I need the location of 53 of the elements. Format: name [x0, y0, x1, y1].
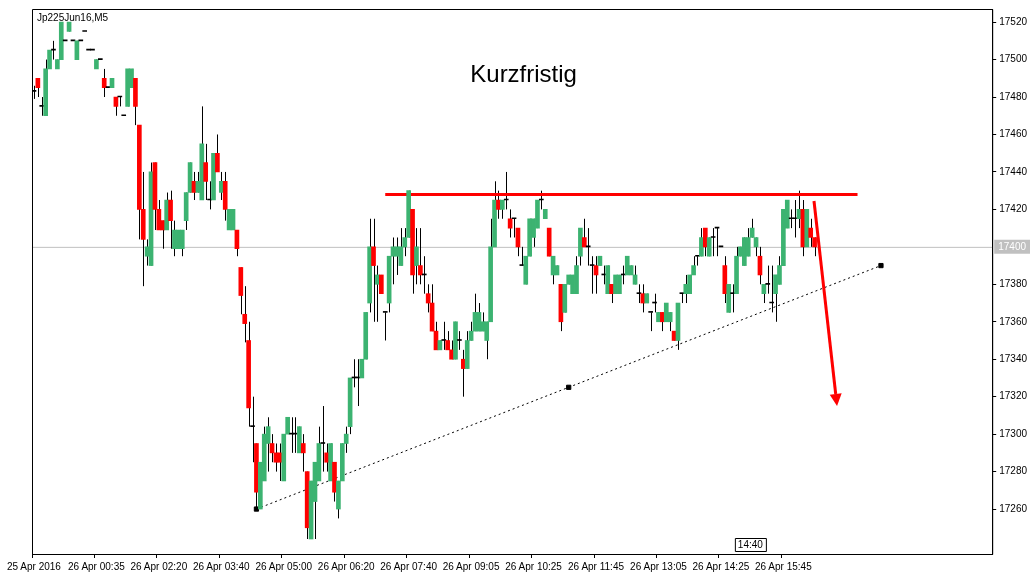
x-tick-label: 26 Apr 05:00: [255, 560, 313, 572]
point: [253, 506, 260, 512]
x-tick-label: 25 Apr 2016: [6, 560, 62, 572]
y-tick-label: 17320: [999, 390, 1028, 402]
x-tick-label: 26 Apr 06:20: [317, 560, 375, 572]
x-tick-label: 26 Apr 13:05: [630, 560, 688, 572]
candlestick: [414, 227, 419, 285]
y-tick-label: 17280: [999, 465, 1028, 477]
y-tick-label: 17420: [999, 203, 1028, 215]
x-tick-label: 26 Apr 14:25: [692, 560, 750, 572]
candlestick: [792, 199, 798, 238]
candlestick: [51, 40, 56, 61]
text: Kurzfristig: [470, 60, 577, 88]
x-tick-label: 26 Apr 00:35: [68, 560, 126, 572]
point: [878, 262, 884, 269]
candlestick: [663, 302, 669, 323]
y-tick-label: 17480: [999, 90, 1028, 102]
candlestick: [699, 227, 704, 257]
candlestick: [648, 311, 653, 332]
candlestick: [176, 229, 181, 250]
x-tick-label: 26 Apr 11:45: [568, 560, 625, 572]
x-tick-label: 26 Apr 02:20: [130, 560, 188, 572]
x-tick-label: 26 Apr 15:45: [755, 560, 813, 572]
y-tick-label: 17380: [999, 278, 1028, 290]
candlestick: [636, 283, 642, 304]
candlestick: [457, 330, 462, 351]
candlestick: [702, 227, 708, 257]
x-tick-label: 26 Apr 09:05: [442, 560, 500, 572]
candlestick: [710, 227, 716, 257]
y-tick-label: 17340: [999, 352, 1028, 364]
y-tick-label: 17260: [999, 502, 1028, 514]
annotation: 14:40: [737, 538, 764, 550]
ref-line-label: 17400: [998, 240, 1027, 252]
candlestick: [765, 265, 771, 295]
candlestick: [788, 208, 794, 229]
y-tick-label: 17520: [999, 15, 1028, 27]
y-tick-label: 17300: [999, 427, 1028, 439]
candlestick: [179, 229, 185, 257]
candlestick: [203, 143, 209, 201]
y-tick-label: 17460: [999, 128, 1028, 140]
candlestick: [215, 133, 220, 173]
x-tick-label: 26 Apr 07:40: [380, 560, 438, 572]
candlestick: [320, 405, 326, 473]
chart-title: Jp225Jun16,M5: [37, 11, 109, 23]
point: [566, 384, 572, 390]
y-tick-label: 17500: [999, 53, 1028, 65]
candlestick: [695, 254, 700, 267]
x-tick-label: 26 Apr 03:40: [192, 560, 251, 572]
x-tick-label: 26 Apr 10:25: [505, 560, 563, 572]
y-tick-label: 17360: [999, 315, 1028, 327]
candlestick: [808, 218, 814, 248]
candlestick: [39, 96, 45, 117]
y-tick-label: 17440: [999, 165, 1028, 177]
